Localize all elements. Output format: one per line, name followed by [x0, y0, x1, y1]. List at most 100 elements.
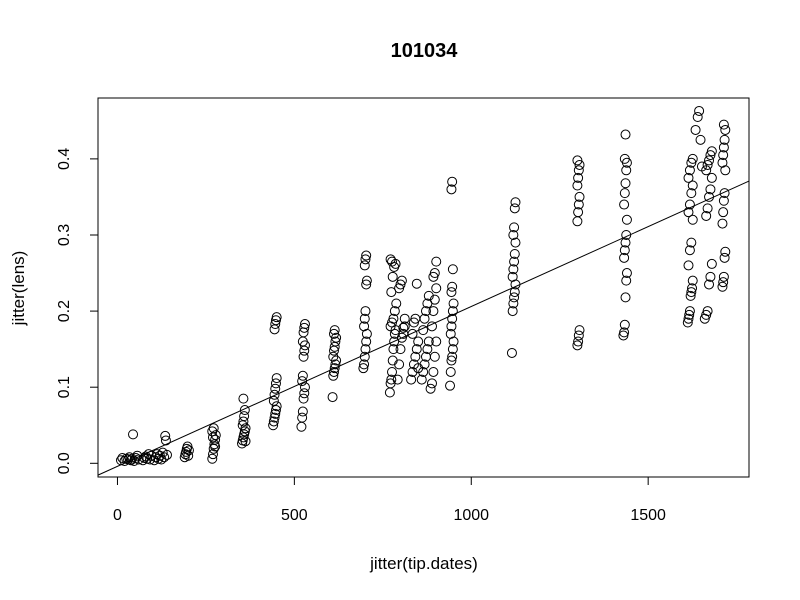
data-point	[389, 306, 400, 317]
data-point	[388, 313, 399, 324]
data-point	[387, 271, 398, 282]
data-point	[447, 264, 458, 275]
data-point	[687, 275, 698, 286]
regression-line-group	[97, 180, 750, 476]
data-point	[687, 153, 698, 164]
data-point	[207, 432, 218, 443]
data-point	[690, 124, 701, 135]
data-point	[359, 260, 370, 271]
data-point	[330, 336, 341, 347]
data-point	[429, 351, 440, 362]
data-point	[361, 336, 372, 347]
data-point	[619, 188, 630, 199]
data-point	[683, 207, 694, 218]
data-point	[126, 453, 137, 464]
data-point	[299, 319, 310, 330]
data-point	[695, 134, 706, 145]
data-point	[328, 328, 339, 339]
data-point	[508, 229, 519, 240]
data-point	[621, 268, 632, 279]
data-point	[160, 430, 171, 441]
data-point	[719, 134, 730, 145]
data-point	[683, 260, 694, 271]
data-point	[684, 199, 695, 210]
data-point	[423, 336, 434, 347]
data-point	[705, 271, 716, 282]
data-point	[717, 218, 728, 229]
data-point	[684, 165, 695, 176]
data-point	[701, 165, 712, 176]
data-point	[445, 366, 456, 377]
data-point	[329, 325, 340, 336]
data-point	[574, 325, 585, 336]
data-point	[386, 287, 397, 298]
data-point	[329, 363, 340, 374]
data-point	[238, 416, 249, 427]
data-point	[621, 214, 632, 225]
data-point	[682, 317, 693, 328]
data-point	[268, 395, 279, 406]
y-tick-label: 0.3	[56, 224, 73, 246]
data-point	[270, 383, 281, 394]
data-point	[270, 378, 281, 389]
data-point	[210, 441, 221, 452]
data-point	[359, 359, 370, 370]
data-point	[508, 264, 519, 275]
data-point	[509, 287, 520, 298]
data-point	[448, 298, 459, 309]
data-point	[268, 416, 279, 427]
data-point	[358, 363, 369, 374]
data-point	[509, 256, 520, 267]
data-point	[719, 188, 730, 199]
data-point	[396, 275, 407, 286]
data-point	[446, 321, 457, 332]
data-point	[445, 380, 456, 391]
data-point	[299, 322, 310, 333]
data-point	[161, 449, 172, 460]
data-point	[509, 292, 520, 303]
data-point	[130, 452, 141, 463]
data-point	[718, 277, 729, 288]
data-point	[411, 278, 422, 289]
data-point	[413, 336, 424, 347]
data-point	[328, 370, 339, 381]
data-point	[271, 401, 282, 412]
y-tick-label: 0.2	[56, 300, 73, 322]
data-point	[718, 150, 729, 161]
data-point	[407, 328, 418, 339]
data-point	[298, 351, 309, 362]
data-point	[619, 252, 630, 263]
data-point	[431, 283, 442, 294]
data-point	[297, 412, 308, 423]
data-point	[683, 172, 694, 183]
data-point	[446, 287, 457, 298]
data-point	[238, 393, 249, 404]
data-point	[240, 436, 251, 447]
chart-title: 101034	[391, 40, 459, 62]
data-point	[360, 254, 371, 265]
data-point	[683, 313, 694, 324]
data-point	[572, 180, 583, 191]
data-point	[406, 374, 417, 385]
data-point	[330, 359, 341, 370]
data-point	[299, 382, 310, 393]
data-point	[684, 306, 695, 317]
data-point	[507, 271, 518, 282]
data-point	[422, 344, 433, 355]
data-point	[704, 155, 715, 166]
data-point	[573, 199, 584, 210]
data-point	[407, 366, 418, 377]
data-point	[271, 373, 282, 384]
data-point	[271, 312, 282, 323]
data-point	[410, 351, 421, 362]
data-points	[115, 105, 731, 467]
data-point	[418, 366, 429, 377]
data-point	[702, 306, 713, 317]
data-point	[389, 336, 400, 347]
data-point	[717, 157, 728, 168]
data-point	[327, 392, 338, 403]
data-point	[328, 351, 339, 362]
data-point	[391, 298, 402, 309]
data-point	[573, 172, 584, 183]
